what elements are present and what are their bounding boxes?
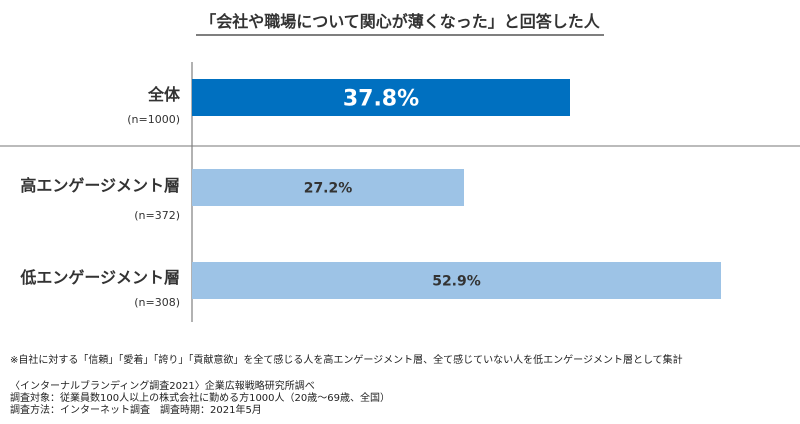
value-label-2: 27.2% [304,181,353,197]
bar-chart: 「会社や職場について関心が薄くなった」と回答した人 全体 (n=1000) 37.8… [0,12,800,322]
survey-info: 〈インターナルブランディング調査2021〉企業広報戦略研究所調べ 調査対象：従業… [10,381,790,417]
category-label-3: 低エンゲージメント層 [19,268,180,287]
value-label-3: 52.9% [432,274,481,290]
target-text: 調査対象：従業員数100人以上の株式会社に勤める方1000人（20歳～69歳、全… [10,393,390,404]
value-label-1: 37.8% [343,87,419,112]
category-label-2: 高エンゲージメント層 [20,176,180,195]
sample-size-label-1: (n=1000) [127,113,180,126]
method-text: 調査方法：インターネット調査 調査時期：2021年5月 [10,405,262,416]
bar-1 [192,79,570,116]
bar-2 [192,169,464,206]
source-text: 〈インターナルブランディング調査2021〉企業広報戦略研究所調べ [10,381,315,392]
footnote: ※自社に対する「信頼」「愛着」「誇り」「貢献意欲」を全て感じる人を高エンゲージメ… [10,355,683,366]
bar-3 [192,262,721,299]
sample-size-label-2: (n=372) [134,209,180,222]
sample-size-label-3: (n=308) [134,296,180,309]
chart-title: 「会社や職場について関心が薄くなった」と回答した人 [200,12,601,31]
category-label-1: 全体 [147,85,181,104]
